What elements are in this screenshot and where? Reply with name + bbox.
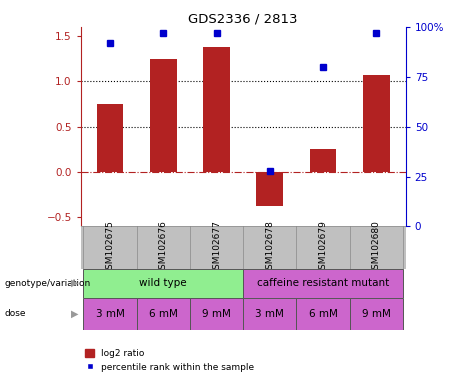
Text: 6 mM: 6 mM (309, 309, 337, 319)
Legend: log2 ratio, percentile rank within the sample: log2 ratio, percentile rank within the s… (85, 349, 254, 372)
Bar (190, 298, 243, 330)
Title: GDS2336 / 2813: GDS2336 / 2813 (189, 13, 298, 26)
Bar (83, 298, 136, 330)
Bar (296, 298, 350, 330)
Text: dose: dose (5, 310, 26, 318)
Text: 3 mM: 3 mM (255, 309, 284, 319)
Bar (256, 172, 283, 207)
Bar (243, 298, 296, 330)
Text: 9 mM: 9 mM (202, 309, 231, 319)
Bar (136, 298, 190, 330)
Text: 3 mM: 3 mM (95, 309, 124, 319)
Bar (310, 149, 337, 172)
Bar (150, 59, 177, 172)
Bar (243, 269, 403, 298)
Text: GSM102677: GSM102677 (212, 220, 221, 275)
Bar (350, 298, 403, 330)
Text: GSM102680: GSM102680 (372, 220, 381, 275)
Text: 9 mM: 9 mM (362, 309, 391, 319)
Text: GSM102678: GSM102678 (266, 220, 274, 275)
Bar (97, 104, 123, 172)
Text: GSM102675: GSM102675 (106, 220, 114, 275)
Text: 6 mM: 6 mM (149, 309, 177, 319)
Text: wild type: wild type (139, 278, 187, 288)
Text: GSM102676: GSM102676 (159, 220, 168, 275)
Text: ▶: ▶ (71, 278, 79, 288)
Text: GSM102679: GSM102679 (319, 220, 328, 275)
Bar (363, 75, 390, 172)
Text: genotype/variation: genotype/variation (5, 279, 91, 288)
Text: caffeine resistant mutant: caffeine resistant mutant (257, 278, 389, 288)
Text: ▶: ▶ (71, 309, 79, 319)
Bar (203, 47, 230, 172)
Bar (83, 269, 243, 298)
